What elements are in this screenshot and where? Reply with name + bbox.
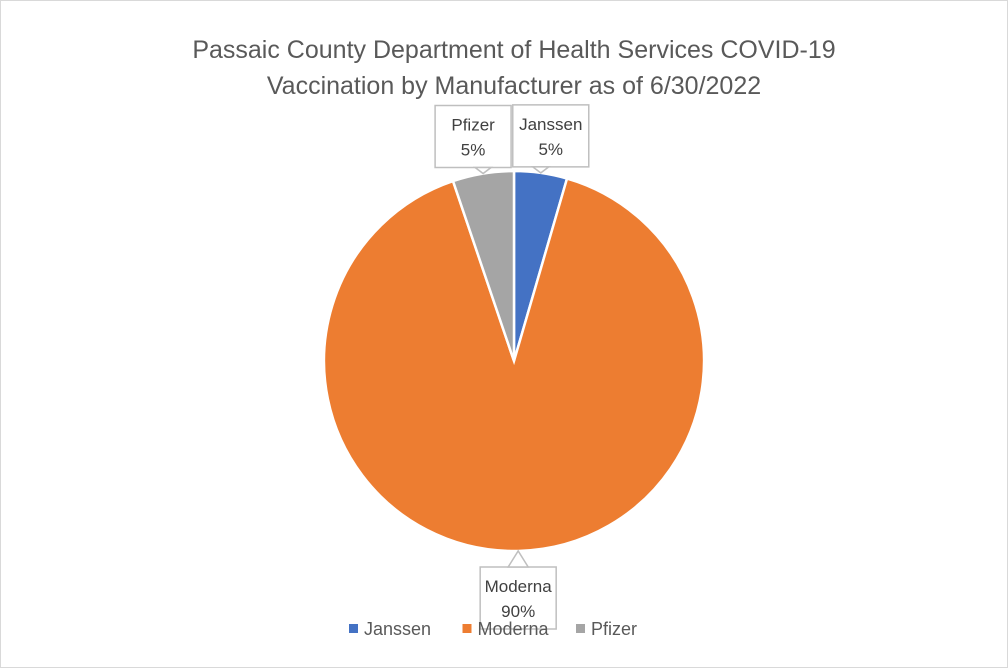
data-label-box — [479, 566, 557, 630]
data-label-box — [512, 104, 590, 168]
chart-legend: Janssen Moderna Pfizer — [349, 619, 637, 639]
data-label-pointer — [506, 549, 530, 568]
legend-item-janssen: Janssen — [349, 619, 431, 639]
legend-label: Janssen — [364, 619, 431, 639]
chart-title-line-1: Passaic County Department of Health Serv… — [192, 36, 835, 64]
data-label-name: Janssen — [519, 115, 582, 134]
legend-swatch — [576, 624, 585, 633]
legend-item-pfizer: Pfizer — [576, 619, 637, 639]
data-label-name: Moderna — [485, 577, 553, 596]
legend-swatch — [462, 624, 472, 633]
data-label-pointer — [472, 166, 494, 175]
data-label-percent: 5% — [461, 141, 486, 160]
data-label-pfizer: Pfizer 5% — [434, 104, 512, 175]
legend-item-moderna: Moderna — [462, 619, 550, 639]
data-label-name: Pfizer — [451, 116, 495, 135]
data-label-moderna: Moderna 90% — [479, 549, 557, 630]
pie-slices — [322, 169, 706, 553]
legend-swatch — [349, 624, 358, 633]
data-label-pointer — [530, 166, 552, 174]
legend-label: Moderna — [478, 619, 550, 639]
chart-title-line-2: Vaccination by Manufacturer as of 6/30/2… — [267, 72, 761, 100]
data-label-percent: 90% — [501, 602, 535, 621]
legend-label: Pfizer — [591, 619, 637, 639]
data-label-callouts: Janssen 5% Moderna 90% Pfizer 5% — [434, 104, 590, 630]
data-label-janssen: Janssen 5% — [512, 104, 590, 174]
data-label-percent: 5% — [538, 140, 563, 159]
data-label-box — [434, 104, 512, 169]
